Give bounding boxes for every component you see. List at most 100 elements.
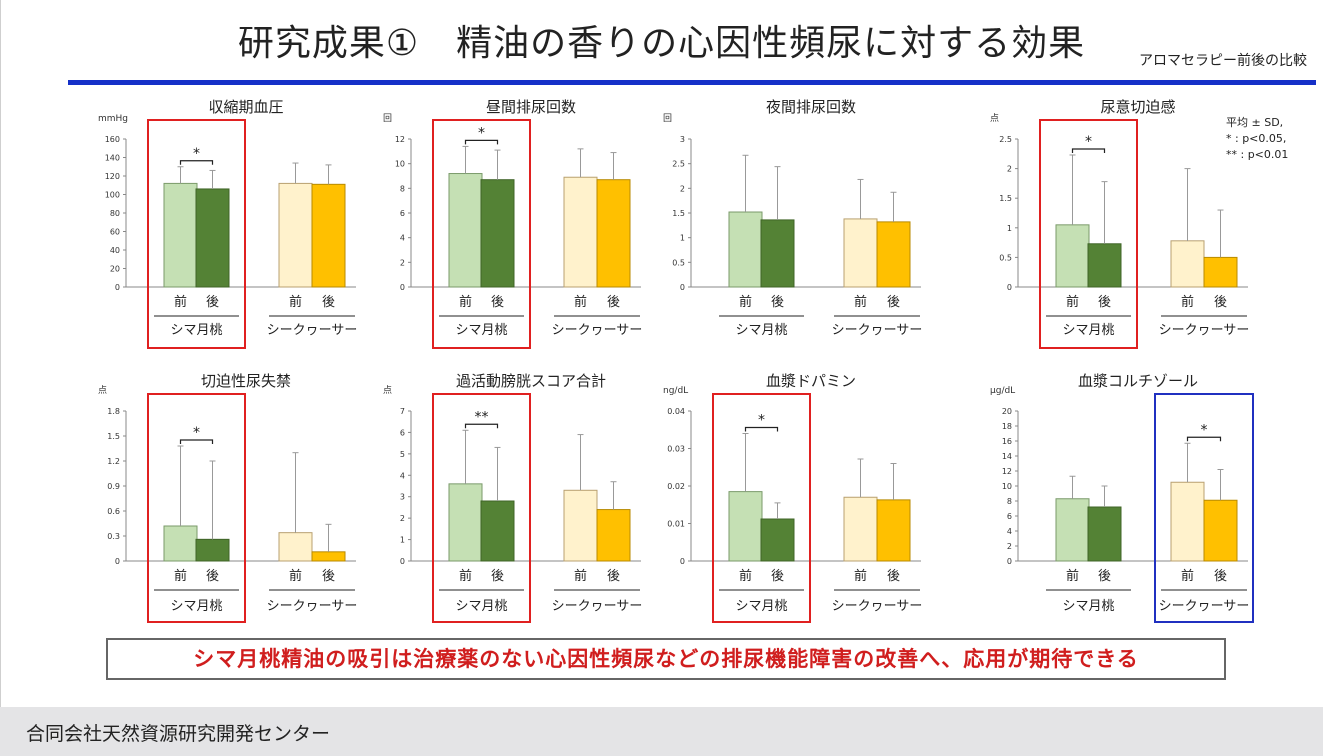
bar-label: 後 [1098, 295, 1111, 310]
group-label: シマ月桃 [735, 323, 787, 338]
y-tick-label: 10 [395, 160, 405, 169]
stat-legend-line: ** : p<0.01 [1226, 148, 1288, 161]
bar-label: 後 [771, 569, 784, 584]
y-tick-label: 2 [400, 258, 405, 267]
y-tick-label: 0.5 [672, 258, 685, 267]
y-tick-label: 0 [680, 283, 685, 292]
stat-legend-line: 平均 ± SD, [1226, 116, 1283, 129]
bar [448, 483, 483, 562]
chart-title: 尿意切迫感 [1100, 98, 1175, 116]
significance-mark: * [1201, 422, 1208, 438]
y-tick-label: 16 [1002, 437, 1012, 446]
chart-title: 夜間排尿回数 [766, 98, 856, 116]
bar [876, 499, 911, 562]
bar [1055, 224, 1090, 288]
bar [311, 551, 346, 562]
y-tick-label: 0 [400, 283, 405, 292]
bar-label: 後 [887, 295, 900, 310]
highlight-box [712, 393, 811, 623]
bar-label: 前 [289, 294, 302, 310]
y-tick-label: 1.2 [107, 457, 120, 466]
y-tick-label: 0.3 [107, 532, 120, 541]
group-label: シークヮーサー [832, 323, 923, 338]
significance-bracket [464, 139, 499, 145]
bar-label: 後 [322, 569, 335, 584]
bar-label: 後 [607, 569, 620, 584]
bar [1170, 481, 1205, 562]
y-tick-label: 14 [1002, 452, 1012, 461]
significance-bracket [1186, 436, 1222, 442]
y-tick-label: 1 [400, 536, 405, 545]
y-unit-label: ng/dL [663, 386, 688, 396]
y-tick-label: 7 [400, 407, 405, 416]
stat-legend-line: * : p<0.05, [1226, 132, 1286, 145]
group-label: シマ月桃 [735, 599, 787, 614]
y-tick-label: 6 [400, 428, 405, 437]
group-label: シマ月桃 [170, 599, 222, 614]
bar [843, 496, 878, 562]
bar [1055, 498, 1090, 562]
y-tick-label: 12 [1002, 467, 1012, 476]
y-tick-label: 0.01 [667, 520, 685, 529]
highlight-box [432, 393, 531, 623]
group-label: シークヮーサー [1159, 323, 1250, 338]
bar [1087, 506, 1122, 562]
significance-mark: * [758, 413, 765, 429]
bar [1203, 256, 1238, 288]
bar-label: 後 [1214, 295, 1227, 310]
highlight-box [1039, 119, 1138, 349]
bar [563, 176, 598, 288]
footer-bar: 合同会社天然資源研究開発センター [0, 707, 1323, 756]
y-tick-label: 0.6 [107, 507, 120, 516]
footer-organization: 合同会社天然資源研究開発センター [26, 723, 331, 745]
y-tick-label: 20 [1002, 407, 1012, 416]
bar-label: 後 [607, 295, 620, 310]
bar [1170, 240, 1205, 288]
chart-title: 血漿ドパミン [766, 372, 856, 390]
bar [163, 182, 198, 288]
y-tick-label: 4 [400, 471, 405, 480]
y-tick-label: 1.5 [107, 432, 120, 441]
bar-label: 前 [854, 294, 867, 310]
bar [760, 518, 795, 562]
y-tick-label: 12 [395, 135, 405, 144]
bar [563, 489, 598, 562]
group-label: シマ月桃 [1062, 323, 1114, 338]
bar [843, 218, 878, 288]
y-tick-label: 2 [1007, 542, 1012, 551]
chart-title: 血漿コルチゾール [1078, 372, 1198, 390]
bar-label: 前 [739, 568, 752, 584]
bar-label: 前 [174, 294, 187, 310]
y-tick-label: 0 [115, 557, 120, 566]
significance-bracket [179, 160, 214, 165]
bar [195, 188, 230, 288]
bar-label: 前 [1066, 294, 1079, 310]
bar [1203, 499, 1238, 562]
title-rule [68, 80, 1316, 85]
bar-label: 前 [459, 568, 472, 584]
y-unit-label: 点 [990, 113, 999, 124]
y-tick-label: 140 [105, 154, 120, 163]
bar-label: 後 [771, 295, 784, 310]
y-unit-label: mmHg [98, 114, 128, 124]
bar-label: 前 [1181, 294, 1194, 310]
y-tick-label: 0.03 [667, 445, 685, 454]
y-unit-label: 回 [383, 113, 392, 124]
group-label: シークヮーサー [267, 323, 358, 338]
y-tick-label: 3 [680, 135, 685, 144]
y-tick-label: 1.8 [107, 407, 120, 416]
chart-title: 収縮期血圧 [208, 98, 283, 116]
chart-title: 切迫性尿失禁 [201, 372, 291, 390]
y-tick-label: 2 [400, 514, 405, 523]
bar [163, 525, 198, 562]
bar-label: 後 [206, 295, 219, 310]
bar [728, 491, 763, 562]
slide-subtitle: アロマセラピー前後の比較 [1139, 53, 1307, 69]
significance-mark: * [193, 425, 200, 441]
bar-label: 後 [1098, 569, 1111, 584]
group-label: シークヮーサー [552, 599, 643, 614]
